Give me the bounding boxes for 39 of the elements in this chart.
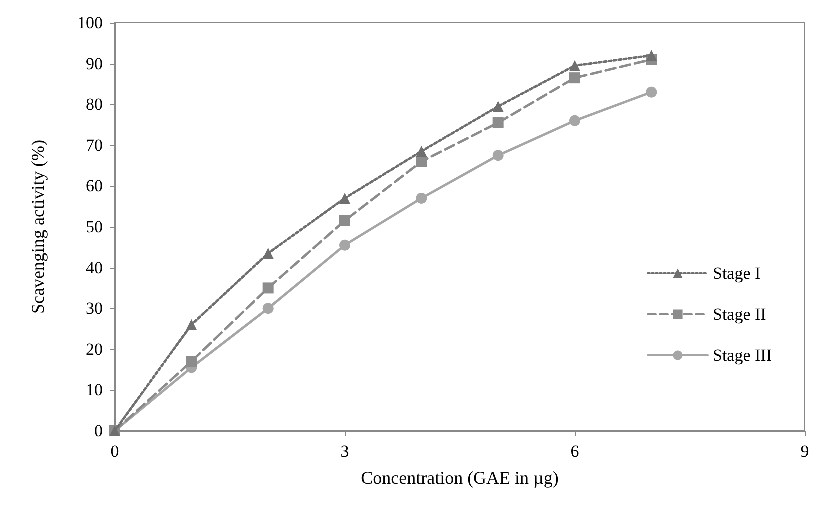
x-tick-label: 0 <box>110 442 120 461</box>
y-axis-title: Scavenging activity (%) <box>28 140 48 314</box>
legend-label: Stage III <box>713 346 772 365</box>
point <box>492 150 504 162</box>
y-tick-label: 90 <box>86 54 103 74</box>
point <box>340 215 350 226</box>
x-tick-label: 6 <box>570 442 580 461</box>
point <box>262 303 274 314</box>
point <box>340 240 350 251</box>
point <box>340 192 350 204</box>
y-tick-label: 20 <box>86 340 103 359</box>
point <box>186 319 198 330</box>
y-tick-label: 70 <box>86 136 103 155</box>
point <box>570 60 580 72</box>
point <box>416 146 428 158</box>
y-tick-label: 40 <box>86 258 103 278</box>
point <box>416 156 428 168</box>
x-tick-label: 9 <box>800 442 810 461</box>
y-tick-label: 50 <box>86 218 103 236</box>
point <box>262 282 274 294</box>
y-tick-label: 80 <box>86 95 103 114</box>
point <box>646 50 658 62</box>
point <box>570 72 580 84</box>
y-tick-label: 10 <box>86 380 103 400</box>
y-tick-label: 100 <box>78 14 103 32</box>
y-tick-label: 30 <box>86 299 103 318</box>
point <box>262 248 274 260</box>
legend-label: Stage II <box>713 305 767 324</box>
x-tick-label: 3 <box>340 442 350 461</box>
y-tick-label: 60 <box>86 176 103 196</box>
point <box>416 192 428 204</box>
y-tick-label: 0 <box>94 422 103 440</box>
point <box>186 356 198 368</box>
point <box>492 101 504 112</box>
legend-label: Stage I <box>713 264 762 283</box>
point <box>570 115 580 126</box>
point <box>492 117 504 128</box>
x-axis-title: Concentration (GAE in µg) <box>361 468 559 488</box>
point <box>646 86 658 98</box>
